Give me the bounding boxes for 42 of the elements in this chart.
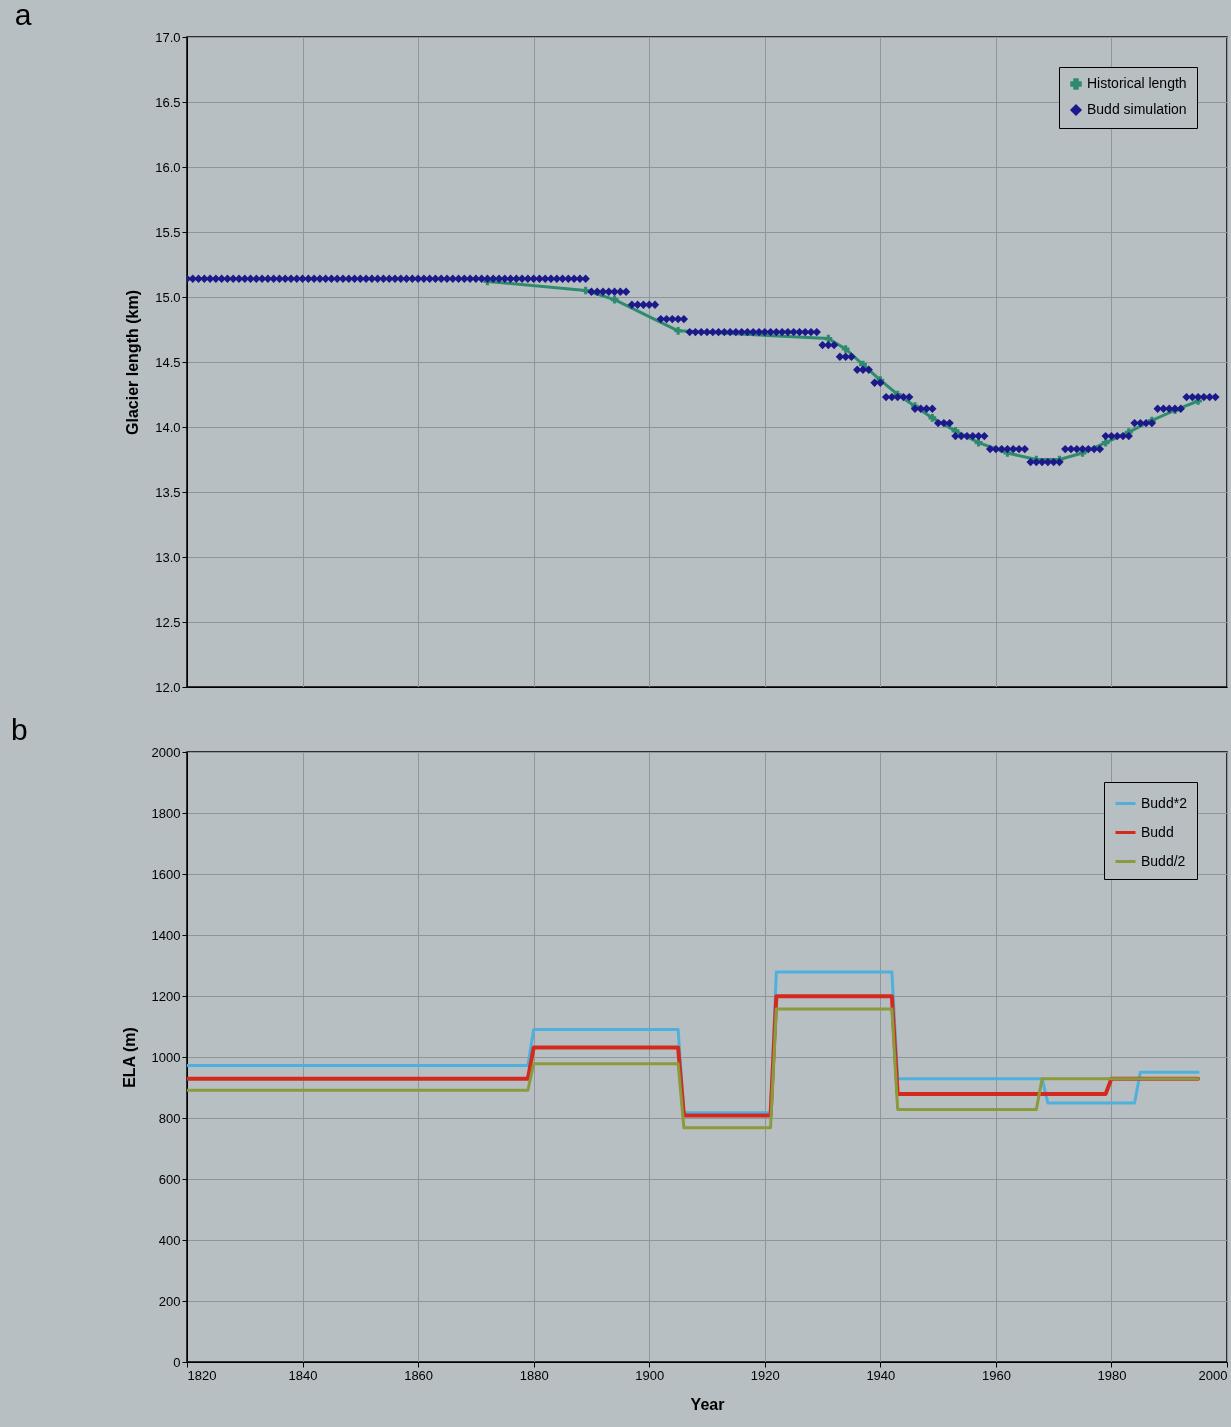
x-tick-label: 1840	[288, 1367, 318, 1383]
x-tick-label: 1880	[519, 1367, 549, 1383]
y-tick-label: 17.0	[155, 29, 181, 45]
y-tick-label: 12.0	[155, 679, 181, 695]
y-tick-label: 13.0	[155, 549, 181, 565]
y-tick-label: 600	[158, 1171, 181, 1187]
legend-label: Budd	[1141, 823, 1174, 840]
legend-label: Budd*2	[1141, 794, 1188, 811]
x-tick-label: 1940	[866, 1367, 896, 1383]
x-tick-label: 2000	[1198, 1367, 1228, 1383]
y-tick-label: 16.5	[155, 94, 181, 110]
legend-label: Historical length	[1087, 75, 1187, 91]
y-tick-label: 0	[173, 1354, 181, 1370]
y-tick-label: 15.5	[155, 224, 181, 240]
chart-title: b	[11, 713, 28, 746]
x-tick-label: 1960	[981, 1367, 1011, 1383]
x-axis-title: Year	[690, 1395, 725, 1413]
y-tick-label: 12.5	[155, 614, 181, 630]
y-tick-label: 13.5	[155, 484, 181, 500]
x-tick-label: 1900	[635, 1367, 665, 1383]
y-tick-label: 14.5	[155, 354, 181, 370]
legend-label: Budd simulation	[1087, 101, 1187, 117]
x-tick-label: 1820	[187, 1367, 217, 1383]
y-tick-label: 16.0	[155, 159, 181, 175]
y-tick-label: 1200	[151, 988, 181, 1004]
y-axis-title: ELA (m)	[120, 1027, 138, 1088]
y-axis-title: Glacier length (km)	[124, 290, 142, 435]
y-tick-label: 14.0	[155, 419, 181, 435]
x-tick-label: 1860	[404, 1367, 434, 1383]
x-tick-label: 1980	[1097, 1367, 1127, 1383]
legend-label: Budd/2	[1141, 852, 1186, 869]
y-tick-label: 1600	[151, 866, 181, 882]
y-tick-label: 200	[158, 1293, 181, 1309]
y-tick-label: 800	[158, 1110, 181, 1126]
y-tick-label: 1400	[151, 927, 181, 943]
chart-title: a	[14, 0, 32, 31]
y-tick-label: 15.0	[155, 289, 181, 305]
x-tick-label: 1920	[750, 1367, 780, 1383]
y-tick-label: 1000	[151, 1049, 181, 1065]
y-tick-label: 1800	[151, 805, 181, 821]
y-tick-label: 2000	[151, 744, 181, 760]
y-tick-label: 400	[158, 1232, 181, 1248]
